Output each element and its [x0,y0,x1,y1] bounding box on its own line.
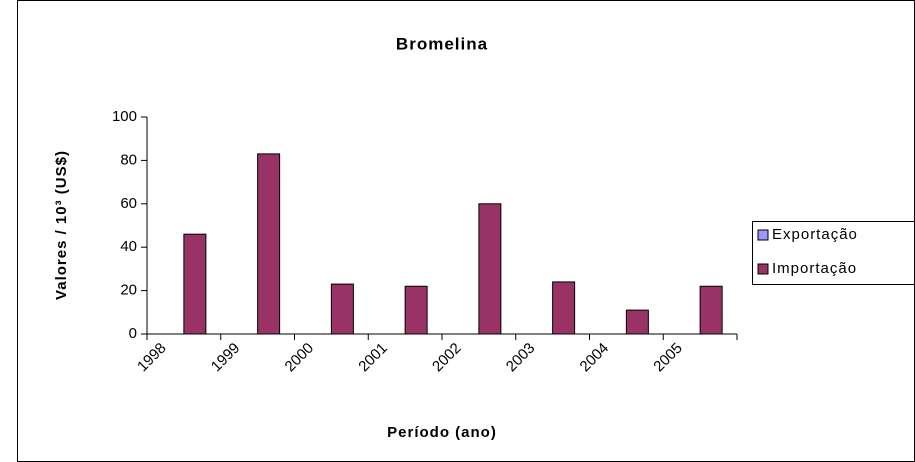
y-tick-label: 60 [120,195,137,212]
bar [330,283,354,335]
bar [404,285,428,335]
bar [552,281,576,335]
bar [478,203,502,335]
legend [752,221,915,285]
bar [699,285,723,335]
x-axis-title: Período (ano) [387,424,497,441]
legend-swatch [757,263,769,275]
y-tick-label: 0 [129,325,137,342]
legend-label: Exportação [772,226,858,243]
y-axis-title: Valores / 10³ (US$) [53,150,70,300]
y-tick-label: 100 [112,108,137,125]
y-tick-label: 40 [120,238,137,255]
legend-label: Importação [772,260,857,277]
y-tick-label: 80 [120,151,137,168]
bar [625,309,649,335]
y-tick-label: 20 [120,282,137,299]
bar [183,233,207,335]
bar [257,153,281,335]
chart-title: Bromelina [396,34,488,53]
legend-swatch [757,229,769,241]
